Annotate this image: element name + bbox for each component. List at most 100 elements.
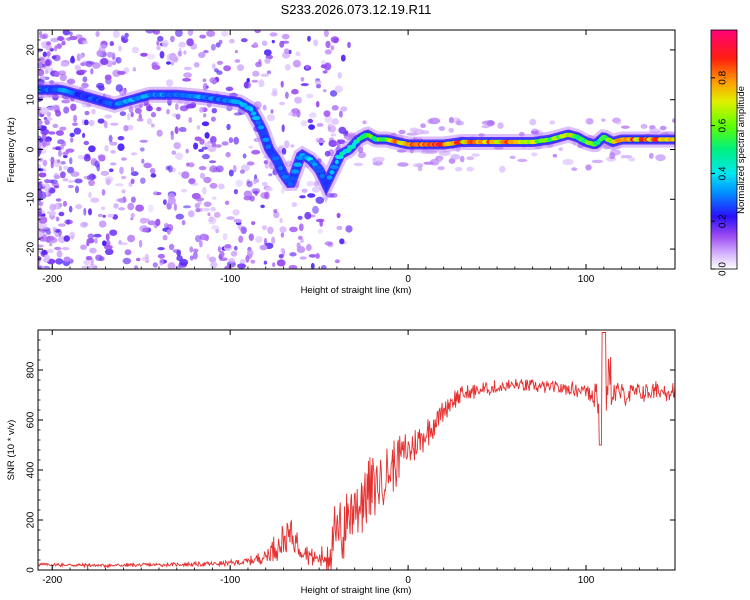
spectrogram-haze-blob [549,120,556,125]
spectrogram-noise-blob [139,139,148,143]
spectrogram-noise-blob [67,78,76,85]
spectrogram-noise-blob [101,206,106,211]
spectrogram-haze-blob [438,126,445,131]
spectrogram-noise-blob [289,226,298,233]
spectrogram-noise-blob [105,240,111,247]
spectrogram-noise-blob [60,161,66,165]
spectrogram-noise-blob [60,171,66,179]
spectrogram-noise-blob [38,124,42,130]
spectrogram-noise-blob [51,182,60,187]
spectrogram-haze-blob [529,118,537,126]
spectrogram-noise-blob [329,192,338,198]
snr-x-tick-label: -100 [220,575,240,586]
spectrogram-noise-blob [163,199,167,206]
spectrogram-noise-blob [172,113,177,118]
spectrogram-noise-blob [179,258,189,266]
spectrogram-noise-blob [83,140,90,146]
spectrogram-noise-blob [121,189,126,194]
figure-title: S233.2026.073.12.19.R11 [281,2,432,17]
spectrogram-y-tick-label: 0 [26,146,37,152]
spectrogram-noise-blob [233,136,239,145]
spectrogram-noise-blob [248,145,254,149]
spectrogram-noise-blob [88,119,95,127]
spectrogram-noise-blob [99,44,108,49]
spectrogram-noise-blob [262,225,267,231]
spectrogram-noise-blob [333,37,339,44]
spectrogram-noise-blob [75,66,81,71]
spectrogram-noise-blob [290,144,295,148]
spectrogram-ridge-point [670,137,675,142]
spectrogram-noise-blob [166,228,171,235]
spectrogram-noise-blob [57,36,64,41]
spectrogram-noise-blob [113,203,119,209]
spectrogram-noise-blob [308,124,315,130]
spectrogram-y-tick-label: -10 [26,192,37,207]
spectrogram-noise-blob [38,250,43,253]
spectrogram-noise-blob [320,64,327,69]
spectrogram-noise-blob [325,40,331,49]
spectrogram-noise-blob [46,41,52,46]
spectrogram-noise-blob [247,249,254,257]
spectrogram-noise-blob [87,233,95,239]
spectrogram-noise-blob [288,265,298,269]
spectrogram-noise-blob [63,235,70,242]
spectrogram-noise-blob [204,132,210,139]
spectrogram-noise-blob [185,148,189,154]
spectrogram-y-tick-label: 20 [26,44,37,56]
spectrogram-noise-blob [228,169,234,177]
spectrogram-noise-blob [251,79,259,83]
spectrogram-noise-blob [88,145,96,153]
spectrogram-noise-blob [104,176,114,183]
spectrogram-ridge-point [249,107,254,112]
spectrogram-noise-blob [62,178,69,182]
spectrogram-noise-blob [115,57,122,64]
spectrogram-noise-blob [279,101,286,106]
spectrogram-haze-blob [499,165,506,173]
spectrogram-noise-blob [58,149,62,157]
spectrogram-ridge-point [334,159,339,165]
spectrogram-noise-blob [324,62,332,71]
spectrogram-noise-blob [194,136,202,142]
spectrogram-haze-blob [591,159,604,164]
spectrogram-noise-blob [208,160,217,164]
spectrogram-noise-blob [74,178,83,184]
spectrogram-haze-blob [420,123,426,129]
spectrogram-noise-blob [273,209,278,213]
spectrogram-noise-blob [339,238,345,245]
spectrogram-noise-blob [119,111,127,117]
spectrogram-noise-blob [209,182,218,189]
spectrogram-haze-blob [357,151,367,159]
spectrogram-noise-blob [238,235,244,243]
spectrogram-noise-blob [62,154,68,159]
spectrogram-noise-blob [89,247,97,254]
spectrogram-noise-blob [68,205,73,213]
spectrogram-noise-blob [334,259,340,264]
spectrogram-noise-blob [70,103,77,112]
spectrogram-noise-blob [294,96,302,104]
spectrogram-noise-blob [315,253,320,259]
spectrogram-noise-blob [292,108,300,114]
colorbar-tick-label: 0.8 [718,70,729,84]
spectrogram-noise-blob [159,258,164,266]
spectrogram-noise-blob [248,233,254,241]
spectrogram-noise-blob [112,30,120,38]
spectrogram-noise-blob [210,206,216,212]
spectrogram-noise-blob [56,159,61,164]
spectrogram-noise-blob [181,171,190,179]
spectrogram-noise-blob [219,250,225,258]
spectrogram-noise-blob [98,220,107,228]
snr-y-label: SNR (10 * v/v) [6,420,17,481]
spectrogram-x-tick-label: 100 [578,274,595,285]
spectrogram-noise-blob [276,259,286,267]
spectrogram-noise-blob [182,205,192,209]
spectrogram-haze-blob [448,116,454,124]
spectrogram-noise-blob [323,89,327,93]
spectrogram-noise-blob [38,62,44,69]
spectrogram-noise-blob [145,30,155,34]
spectrogram-haze-blob [481,124,490,129]
spectrogram-noise-blob [188,210,195,218]
spectrogram-noise-blob [209,165,218,173]
spectrogram-noise-blob [246,161,255,166]
spectrogram-noise-blob [311,186,320,193]
spectrogram-noise-blob [331,105,339,111]
